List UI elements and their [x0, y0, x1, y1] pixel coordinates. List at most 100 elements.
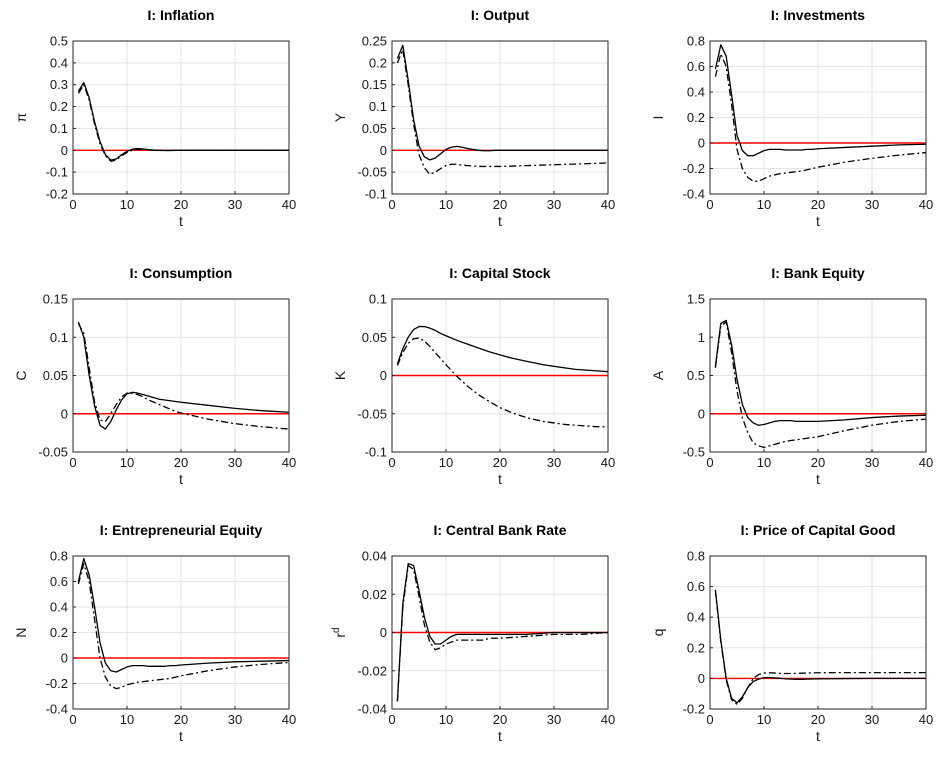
y-tick-label: -0.05 — [357, 165, 387, 180]
series-dashdot-line — [396, 564, 609, 702]
x-tick-label: 10 — [439, 197, 453, 212]
x-tick-label: 40 — [919, 712, 933, 727]
x-tick-label: 10 — [757, 455, 771, 470]
x-axis-label: t — [816, 728, 820, 744]
y-axis-label-base: N — [13, 627, 29, 637]
y-axis-label-base: K — [332, 370, 348, 380]
series-dashdot-line — [77, 84, 289, 162]
series-solid-line — [396, 44, 608, 161]
x-tick-label: 40 — [282, 455, 296, 470]
x-tick-label: 10 — [120, 197, 134, 212]
y-tick-label: 0 — [61, 651, 68, 666]
x-tick-label: 10 — [757, 197, 771, 212]
y-tick-label: -0.4 — [46, 702, 68, 717]
chart-panel-9: 0 10 20 30 40-0.200.20.40.60.8I: Price of Ca… — [650, 522, 933, 744]
series-solid-line — [77, 81, 289, 161]
x-axis-label: t — [498, 728, 502, 744]
x-tick-label: 0 — [706, 712, 713, 727]
y-tick-label: 0.05 — [362, 330, 387, 345]
series-dashdot-line — [77, 323, 290, 430]
y-tick-label: 0.2 — [369, 55, 387, 70]
y-tick-label: -0.02 — [357, 663, 387, 678]
series-dashdot-line — [714, 591, 926, 706]
y-tick-label: 0.8 — [687, 549, 705, 564]
x-tick-label: 0 — [388, 197, 395, 212]
x-axis-label: t — [498, 471, 502, 487]
y-tick-label: 0.1 — [369, 99, 387, 114]
x-tick-label: 0 — [388, 712, 395, 727]
y-tick-label: 0.8 — [687, 34, 705, 49]
x-axis-label: t — [179, 213, 183, 229]
y-axis-label-base: π — [13, 112, 29, 122]
y-tick-label: 0.2 — [50, 99, 68, 114]
y-tick-label: 0 — [698, 406, 705, 421]
y-tick-label: 0.3 — [50, 77, 68, 92]
y-tick-label: 0.2 — [50, 625, 68, 640]
series-solid-line — [77, 557, 290, 673]
x-tick-label: 0 — [69, 455, 76, 470]
x-tick-label: 0 — [706, 455, 713, 470]
series-solid-line — [77, 321, 290, 430]
y-axis-label-superscript: d — [331, 627, 342, 633]
x-tick-label: 20 — [174, 712, 188, 727]
y-axis-label-base: A — [650, 370, 666, 380]
y-tick-label: 0 — [61, 406, 68, 421]
series-dashdot-line — [714, 53, 927, 182]
y-axis-label: I — [650, 116, 666, 120]
y-axis-label: rd — [331, 627, 348, 637]
series-solid-line — [396, 563, 608, 702]
y-tick-label: 0.1 — [50, 121, 68, 136]
y-tick-label: -0.1 — [365, 445, 387, 460]
y-tick-label: 0.4 — [50, 600, 68, 615]
x-tick-label: 30 — [547, 712, 561, 727]
x-tick-label: 40 — [282, 712, 296, 727]
x-tick-label: 10 — [439, 455, 453, 470]
y-tick-label: 0 — [61, 143, 68, 158]
chart-panel-3: 0 10 20 30 40 -0.4 -0.2 0 0.2 0.4 0.6 0.8 I: Investm… — [650, 7, 933, 229]
chart-panel-2: 0 10 20 30 40 -0.1 -0.05 0 0.05 0.1 0.15 0.2 0.25 I: … — [332, 7, 615, 229]
y-axis-label: π — [13, 112, 29, 122]
x-tick-label: 30 — [865, 197, 879, 212]
y-tick-label: -0.1 — [365, 187, 387, 202]
series-dashdot-line — [77, 563, 290, 690]
y-tick-label: 0.15 — [362, 77, 387, 92]
series-solid-line — [714, 319, 927, 426]
x-axis-label: t — [179, 471, 183, 487]
x-tick-label: 10 — [120, 712, 134, 727]
x-axis-label: t — [816, 471, 820, 487]
y-tick-label: 0.02 — [362, 587, 387, 602]
y-axis-label-base: r — [332, 633, 348, 638]
y-tick-label: -0.2 — [46, 187, 68, 202]
x-tick-label: 20 — [811, 712, 825, 727]
y-axis-label-base: q — [650, 629, 666, 637]
y-tick-label: 0.2 — [687, 110, 705, 125]
x-tick-label: 40 — [601, 197, 615, 212]
y-tick-label: 0.25 — [362, 34, 387, 49]
x-tick-label: 40 — [919, 455, 933, 470]
y-axis-label-base: I — [650, 116, 666, 120]
x-tick-label: 10 — [757, 712, 771, 727]
x-tick-label: 40 — [919, 197, 933, 212]
y-tick-label: 0.1 — [369, 292, 387, 307]
x-tick-label: 30 — [228, 455, 242, 470]
x-tick-label: 0 — [388, 455, 395, 470]
y-tick-label: 0.5 — [50, 34, 68, 49]
y-tick-label: -0.4 — [683, 187, 705, 202]
x-tick-label: 40 — [601, 712, 615, 727]
y-axis-label-base: C — [13, 370, 29, 380]
series-solid-line — [714, 44, 927, 157]
y-axis-label: C — [13, 370, 29, 380]
y-tick-label: 0.15 — [43, 292, 68, 307]
y-tick-label: -0.05 — [38, 445, 68, 460]
y-tick-label: -0.05 — [357, 406, 387, 421]
x-tick-label: 20 — [811, 197, 825, 212]
x-tick-label: 20 — [174, 197, 188, 212]
series-solid-line — [396, 325, 609, 373]
x-tick-label: 40 — [282, 197, 296, 212]
x-tick-label: 20 — [493, 455, 507, 470]
chart-panel-8: 0 10 20 30 40 -0.04 -0.02 0 0.02 0.04 I: Central B… — [331, 522, 615, 744]
chart-title: I: Capital Stock — [449, 265, 550, 281]
y-tick-label: 0.8 — [50, 549, 68, 564]
